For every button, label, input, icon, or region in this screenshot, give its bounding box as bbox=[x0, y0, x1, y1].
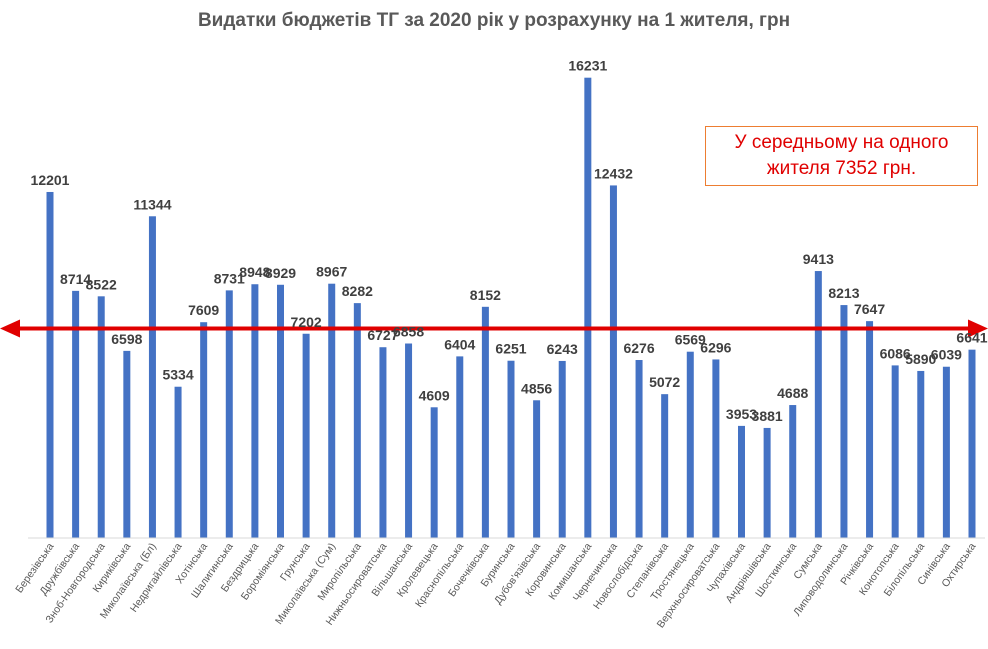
bar bbox=[46, 191, 54, 538]
bar-value-label: 8213 bbox=[828, 285, 859, 301]
bar-value-label: 6727 bbox=[367, 327, 398, 343]
bar bbox=[277, 284, 284, 538]
average-annotation-line1: У середньому на одного bbox=[734, 132, 949, 153]
bar bbox=[430, 407, 438, 538]
bar-value-label: 8522 bbox=[86, 276, 117, 292]
bar bbox=[968, 349, 976, 538]
bar-value-label: 7202 bbox=[291, 314, 322, 330]
bar-value-label: 6641 bbox=[956, 330, 987, 346]
bar-value-label: 3881 bbox=[752, 408, 783, 424]
bar bbox=[866, 321, 874, 538]
bar-value-label: 3953 bbox=[726, 406, 757, 422]
bar-value-label: 8152 bbox=[470, 287, 501, 303]
bar-value-label: 11344 bbox=[133, 196, 171, 212]
average-annotation: У середньому на одного жителя 7352 грн. bbox=[705, 126, 978, 186]
average-line-right-arrow bbox=[968, 319, 988, 338]
bar-value-label: 5890 bbox=[905, 351, 936, 367]
bar bbox=[814, 271, 822, 538]
bar-value-label: 6243 bbox=[547, 341, 578, 357]
bar-value-label: 8714 bbox=[60, 271, 91, 287]
bar-value-label: 5334 bbox=[162, 367, 193, 383]
average-line-layer bbox=[0, 319, 988, 338]
bar bbox=[661, 394, 669, 538]
bar bbox=[840, 305, 848, 538]
bar-value-label: 7609 bbox=[188, 302, 219, 318]
bar bbox=[558, 360, 566, 538]
bar bbox=[174, 386, 182, 538]
bar-value-label: 6858 bbox=[393, 324, 424, 340]
bar-value-label: 16231 bbox=[568, 58, 607, 74]
bar-value-label: 8929 bbox=[265, 265, 296, 281]
bar bbox=[507, 360, 515, 538]
bar-value-label: 5072 bbox=[649, 374, 680, 390]
bar-value-label: 6276 bbox=[623, 340, 654, 356]
bar bbox=[481, 306, 489, 538]
bar bbox=[789, 405, 797, 538]
bar bbox=[328, 283, 336, 538]
bar bbox=[712, 359, 720, 538]
bar-value-label: 4856 bbox=[521, 380, 552, 396]
bar bbox=[609, 185, 617, 539]
average-line-left-arrow bbox=[0, 319, 20, 338]
bar bbox=[379, 347, 387, 538]
bar bbox=[72, 290, 80, 538]
bar-value-label: 4688 bbox=[777, 385, 808, 401]
bar bbox=[584, 77, 592, 538]
bar bbox=[123, 350, 131, 538]
bar-value-label: 6039 bbox=[931, 347, 962, 363]
chart-title: Видатки бюджетів ТГ за 2020 рік у розрах… bbox=[197, 10, 791, 31]
bar bbox=[891, 365, 899, 538]
bar-value-label: 12201 bbox=[31, 172, 70, 188]
bar-value-label: 6404 bbox=[444, 336, 475, 352]
bar bbox=[763, 427, 771, 538]
bar bbox=[148, 216, 156, 538]
bar bbox=[738, 425, 745, 538]
bar bbox=[917, 370, 925, 538]
bar-value-label: 8967 bbox=[316, 264, 347, 280]
bar-value-label: 6569 bbox=[675, 332, 706, 348]
bar bbox=[97, 296, 105, 538]
category-labels-layer: БерезівськаДружбівськаЗноб-НовгородськаК… bbox=[13, 541, 978, 631]
bar-value-label: 6086 bbox=[880, 345, 911, 361]
bar-value-label: 6296 bbox=[700, 339, 731, 355]
bar bbox=[302, 333, 310, 538]
bar-value-label: 12432 bbox=[594, 165, 633, 181]
bar-value-label: 7647 bbox=[854, 301, 885, 317]
bar-value-label: 8731 bbox=[214, 270, 245, 286]
bar bbox=[251, 284, 259, 538]
bar bbox=[635, 360, 643, 538]
bar-value-label: 8948 bbox=[239, 264, 270, 280]
bar bbox=[533, 400, 541, 538]
value-labels-layer: 1220187148522659811344533476098731894889… bbox=[31, 58, 988, 424]
bar bbox=[225, 290, 233, 538]
bar-value-label: 9413 bbox=[803, 251, 834, 267]
bar bbox=[405, 343, 413, 538]
bar bbox=[200, 322, 208, 538]
bar bbox=[353, 303, 361, 538]
bar bbox=[942, 366, 950, 538]
bar-value-label: 4609 bbox=[419, 387, 450, 403]
bar-value-label: 6251 bbox=[495, 341, 526, 357]
bar bbox=[686, 351, 694, 538]
bar-value-label: 8282 bbox=[342, 283, 373, 299]
average-annotation-line2: жителя 7352 грн. bbox=[766, 158, 917, 179]
bar bbox=[456, 356, 464, 538]
bars-layer bbox=[28, 77, 985, 539]
bar-value-label: 6598 bbox=[111, 331, 142, 347]
